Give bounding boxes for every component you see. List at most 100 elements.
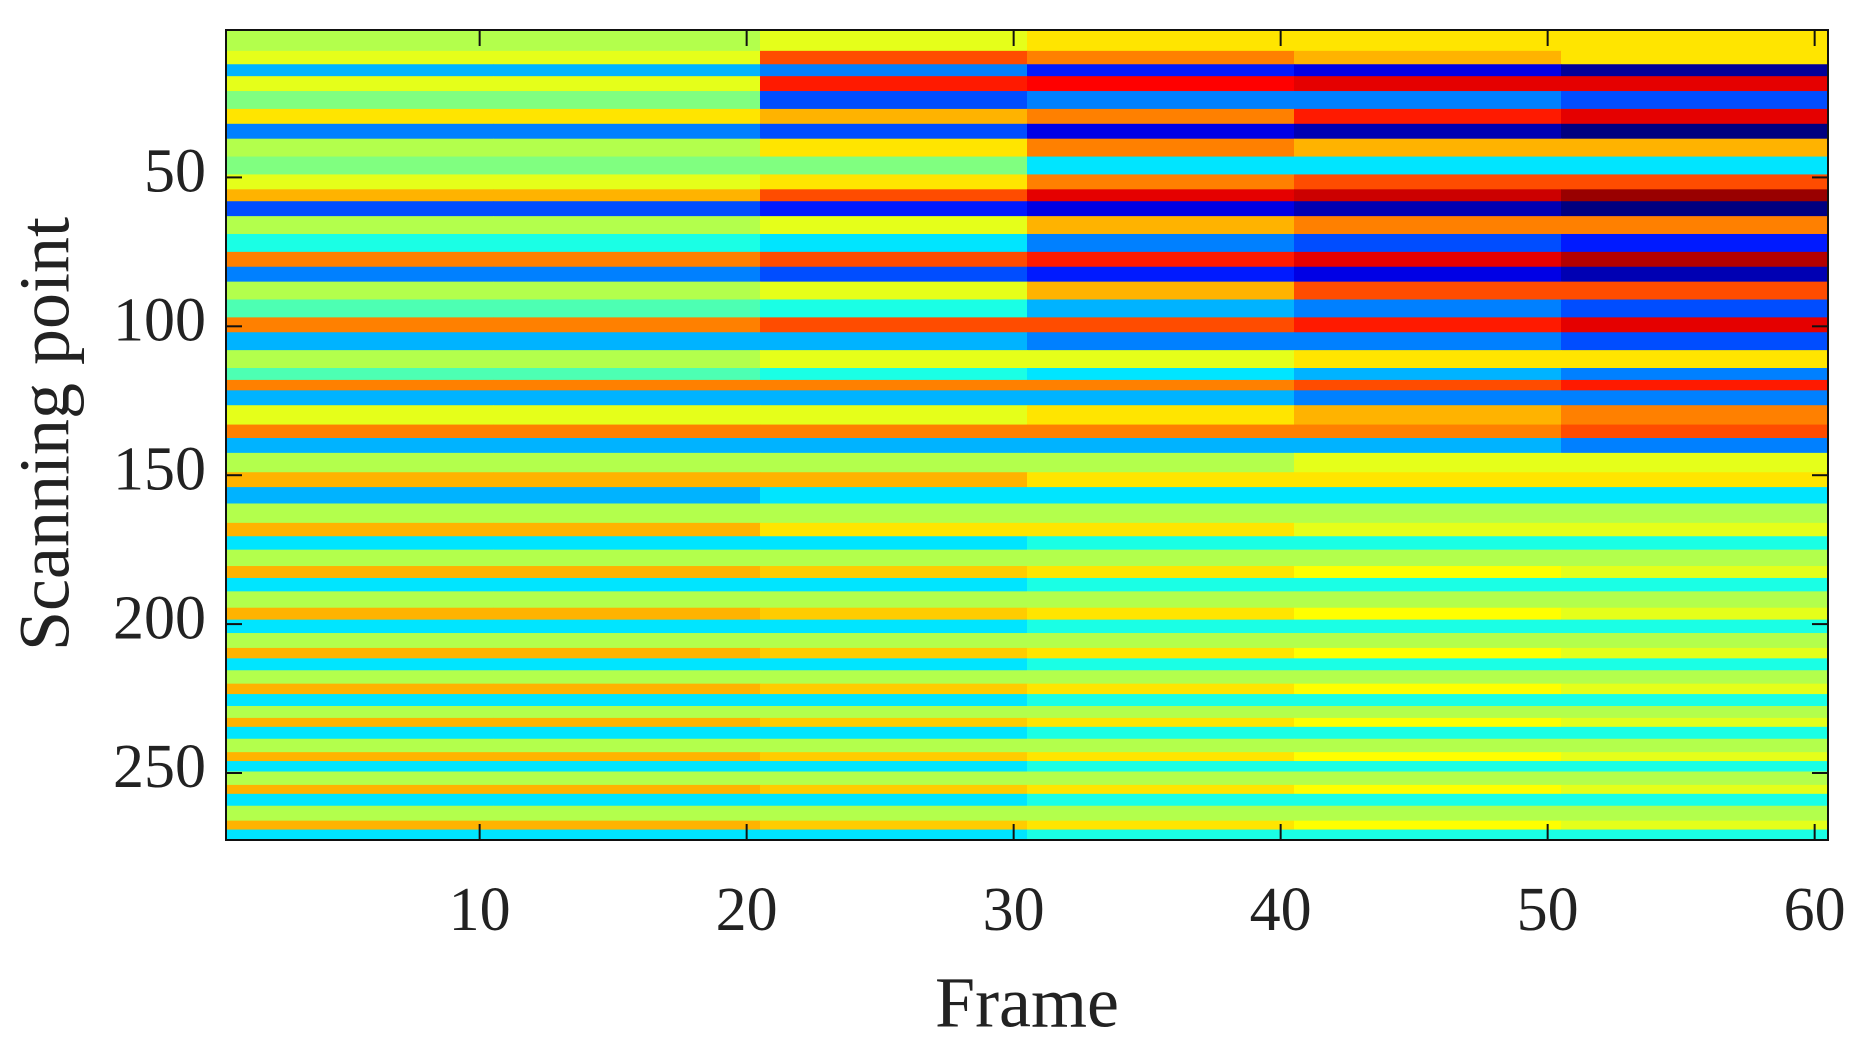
heatmap-cell <box>493 50 761 65</box>
heatmap-cell <box>1561 91 1829 110</box>
heatmap-cell <box>1561 761 1829 773</box>
heatmap-cell <box>760 108 1028 125</box>
heatmap-cell <box>760 91 1028 110</box>
heatmap-cell <box>1027 50 1295 65</box>
heatmap-cell <box>1027 522 1295 537</box>
y-tick-label: 150 <box>113 435 206 503</box>
heatmap-cell <box>493 76 761 92</box>
heatmap-cell <box>493 619 761 634</box>
heatmap-cell <box>1027 591 1295 609</box>
heatmap-cell <box>1027 123 1295 140</box>
heatmap-cell <box>226 503 494 524</box>
x-tick-label: 10 <box>449 876 511 944</box>
heatmap-cell <box>1294 452 1562 473</box>
heatmap-cell <box>760 405 1028 426</box>
heatmap-cell <box>226 317 494 333</box>
heatmap-cell <box>760 350 1028 369</box>
heatmap-cell <box>1027 771 1295 786</box>
heatmap-cell <box>1027 233 1295 253</box>
heatmap-cell <box>1294 670 1562 685</box>
heatmap-cell <box>493 332 761 351</box>
heatmap-cell <box>1561 452 1829 473</box>
heatmap-cell <box>760 694 1028 707</box>
heatmap-cell <box>226 91 494 110</box>
heatmap-cell <box>1561 350 1829 369</box>
heatmap-cell <box>760 633 1028 649</box>
heatmap-cell <box>493 829 761 841</box>
x-tick-label: 60 <box>1784 876 1846 944</box>
heatmap-cell <box>1294 379 1562 391</box>
heatmap-cell <box>493 405 761 426</box>
heatmap-cell <box>226 577 494 592</box>
heatmap-cell <box>493 591 761 609</box>
heatmap-cell <box>493 771 761 786</box>
heatmap-cell <box>1294 156 1562 175</box>
heatmap-cell <box>760 367 1028 381</box>
heatmap-cell <box>1294 123 1562 140</box>
heatmap-cell <box>493 487 761 504</box>
heatmap-cell <box>493 174 761 190</box>
heatmap-cell <box>226 64 494 77</box>
heatmap-cell <box>493 367 761 381</box>
heatmap-cell <box>1561 694 1829 707</box>
heatmap-cell <box>1027 761 1295 773</box>
heatmap-cell <box>493 317 761 333</box>
heatmap-cell <box>1294 829 1562 841</box>
heatmap-cell <box>1294 549 1562 567</box>
heatmap-cell <box>1561 536 1829 551</box>
heatmap-cell <box>493 738 761 753</box>
heatmap-cell <box>1027 281 1295 301</box>
heatmap-cell <box>1294 820 1562 831</box>
x-tick-label: 40 <box>1250 876 1312 944</box>
heatmap-cell <box>493 752 761 762</box>
heatmap-cell <box>226 793 494 807</box>
heatmap-cell <box>760 424 1028 439</box>
heatmap-cell <box>1294 367 1562 381</box>
heatmap-cell <box>493 30 761 52</box>
heatmap-cell <box>1294 726 1562 740</box>
heatmap-cell <box>1027 717 1295 728</box>
heatmap-cell <box>760 123 1028 140</box>
heatmap-cell <box>1294 390 1562 406</box>
heatmap-cell <box>1027 633 1295 649</box>
heatmap-cell <box>226 619 494 634</box>
heatmap-cell <box>226 472 494 488</box>
heatmap-cell <box>493 108 761 125</box>
heatmap-cell <box>493 437 761 454</box>
heatmap-cell <box>493 658 761 671</box>
heatmap-cell <box>1294 658 1562 671</box>
heatmap-cell <box>1561 266 1829 283</box>
heatmap-cell <box>1294 633 1562 649</box>
heatmap-cell <box>226 805 494 822</box>
heatmap-cell <box>1561 281 1829 301</box>
heatmap-cell <box>226 670 494 685</box>
heatmap-cell <box>1561 607 1829 621</box>
heatmap-cell <box>1294 174 1562 190</box>
heatmap-cell <box>493 64 761 77</box>
heatmap-cell <box>1561 138 1829 158</box>
y-tick-label: 200 <box>113 584 206 652</box>
heatmap-cell <box>760 76 1028 92</box>
heatmap-cell <box>1561 647 1829 659</box>
heatmap-cell <box>1027 805 1295 822</box>
heatmap-cell <box>1294 189 1562 202</box>
heatmap-cell <box>1027 536 1295 551</box>
heatmap-cell <box>226 424 494 439</box>
heatmap-cell <box>226 647 494 659</box>
heatmap-cell <box>1027 424 1295 439</box>
heatmap-cell <box>1294 694 1562 707</box>
heatmap-cell <box>226 591 494 609</box>
heatmap-cell <box>493 281 761 301</box>
heatmap-cell <box>1561 299 1829 318</box>
heatmap-cell <box>1561 705 1829 719</box>
heatmap-cell <box>1027 577 1295 592</box>
heatmap-cell <box>760 138 1028 158</box>
heatmap-cell <box>226 683 494 695</box>
heatmap-cell <box>1561 805 1829 822</box>
heatmap-cell <box>226 738 494 753</box>
heatmap-cell <box>1561 670 1829 685</box>
heatmap-cell <box>493 522 761 537</box>
heatmap-cell <box>226 405 494 426</box>
heatmap-cell <box>226 251 494 268</box>
